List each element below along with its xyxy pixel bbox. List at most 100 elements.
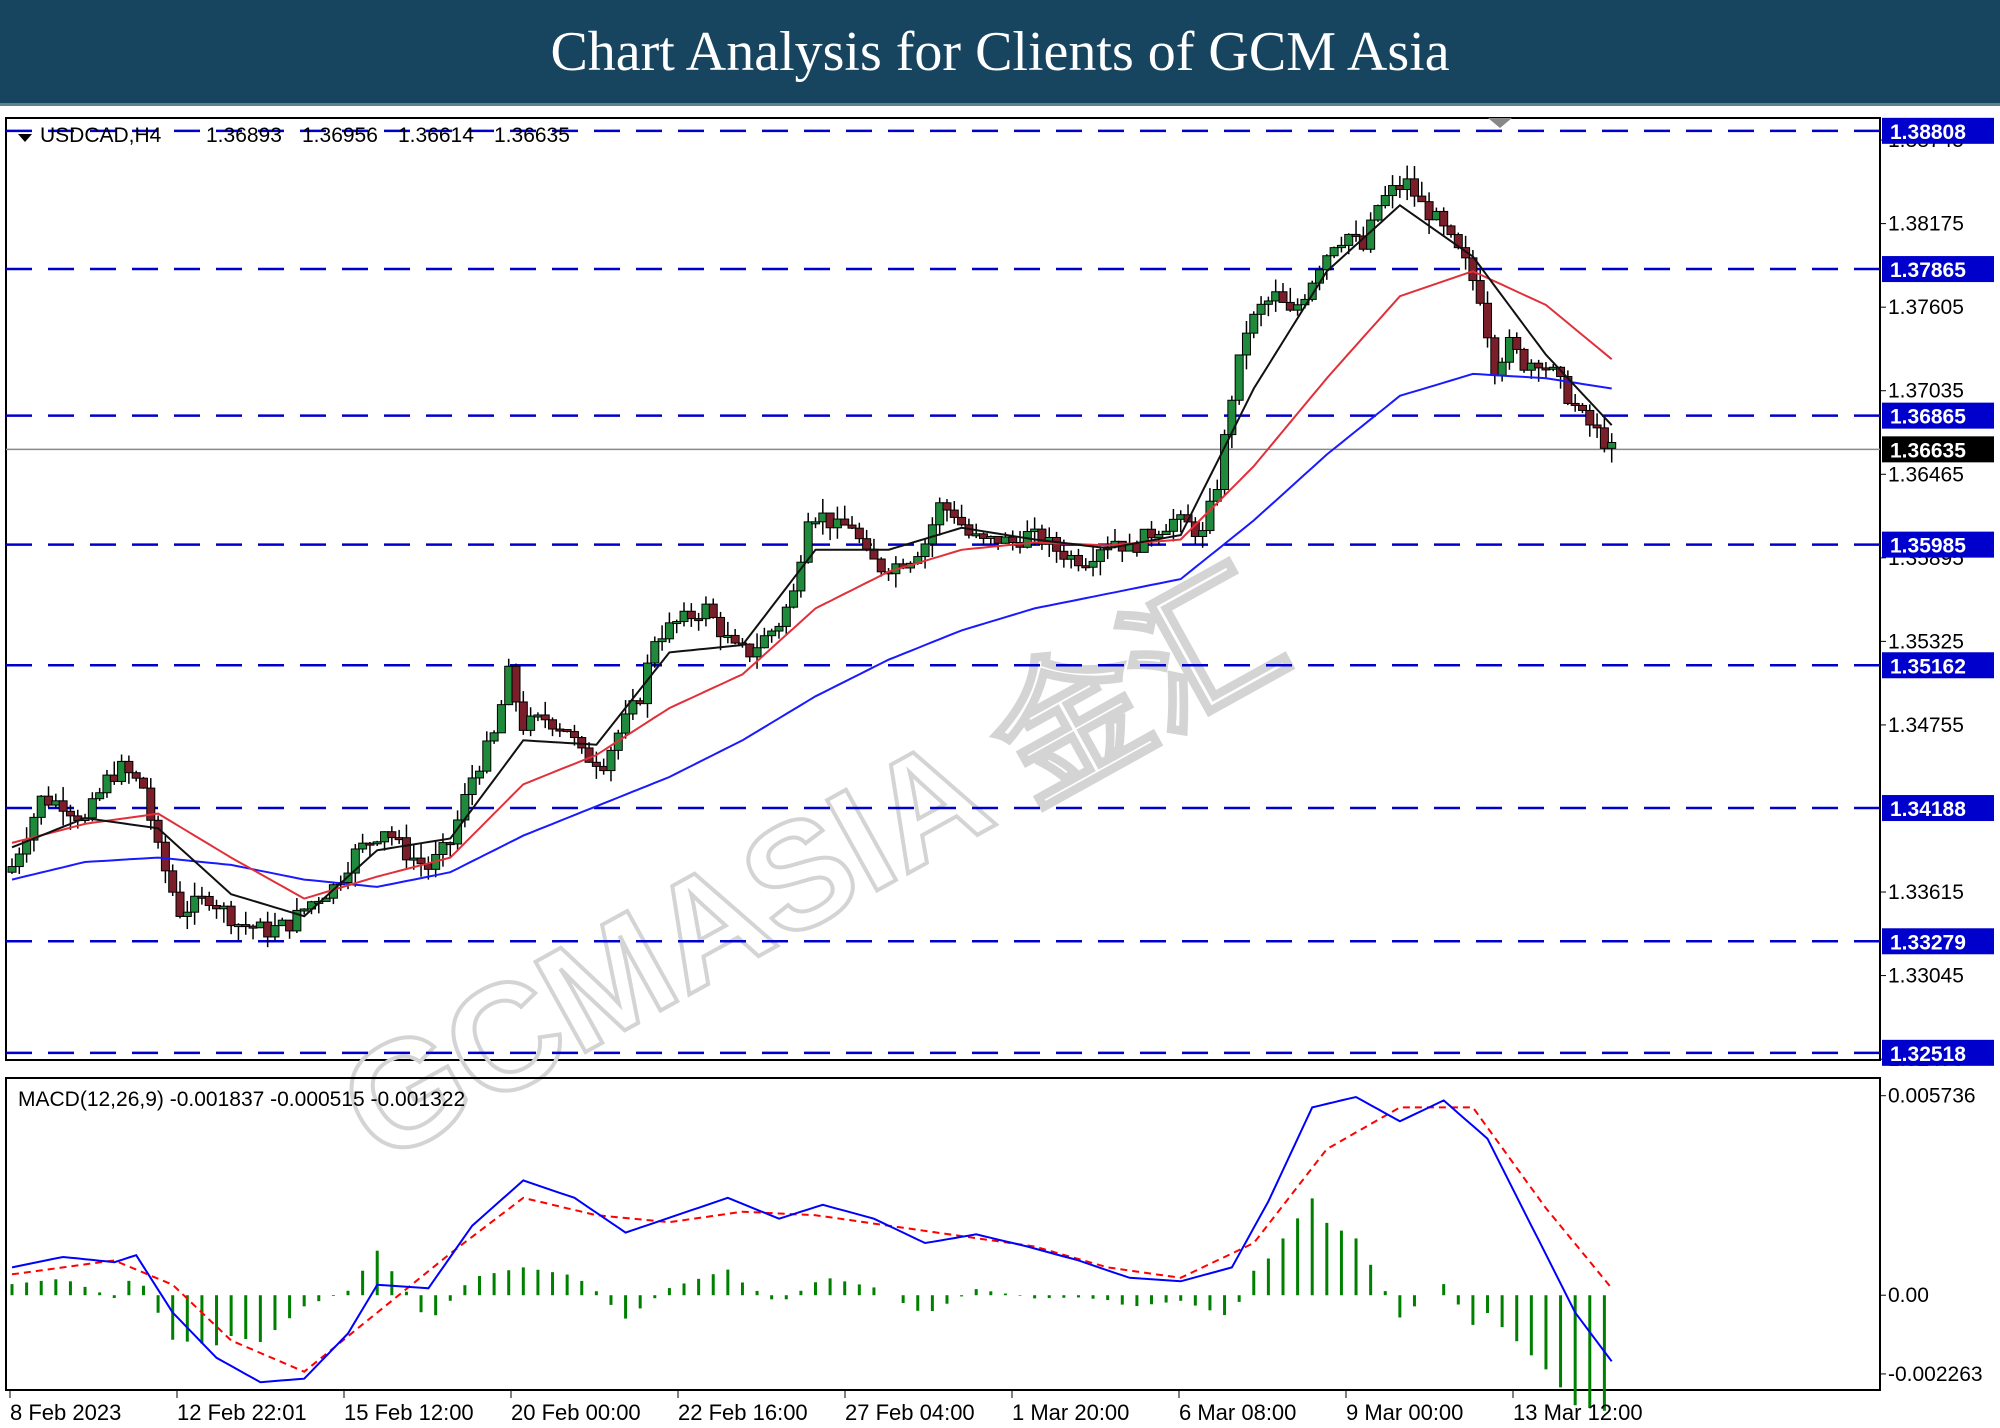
candle-body: [1519, 348, 1529, 371]
shift-marker-icon: [1488, 118, 1512, 128]
candle-body: [752, 647, 762, 658]
price-panel-frame: [5, 117, 1881, 1061]
candle-body: [672, 621, 682, 625]
current-price-label: 1.36635: [1890, 439, 1966, 462]
candle-body: [986, 535, 996, 539]
candle-body: [197, 895, 207, 899]
candle-body: [277, 919, 287, 927]
candle-body: [394, 837, 404, 841]
candle-body: [1256, 303, 1266, 315]
candle-body: [109, 774, 119, 782]
candle-body: [168, 870, 178, 893]
candle-body: [358, 842, 368, 850]
candle-body: [496, 704, 506, 734]
candle-body: [1066, 554, 1076, 560]
candle-body: [1475, 280, 1485, 304]
macd-panel: MACD(12,26,9) -0.001837 -0.000515 -0.001…: [5, 1077, 1983, 1411]
candle-body: [562, 729, 572, 733]
candle-body: [350, 848, 360, 874]
candle-body: [1212, 489, 1222, 502]
candle-body: [1307, 282, 1317, 300]
candle-body: [1446, 225, 1456, 236]
candle-body: [482, 740, 492, 772]
candle-body: [117, 760, 127, 782]
candle-body: [212, 905, 222, 910]
candle-body: [694, 618, 704, 622]
candle-body: [1293, 304, 1303, 311]
candle-body: [1168, 518, 1178, 532]
candle-body: [511, 665, 521, 703]
candle-body: [504, 665, 514, 706]
candle-body: [1388, 185, 1398, 197]
candle-body: [606, 749, 616, 772]
level-label-box: [1882, 531, 1994, 558]
price-tick-label: 1.36465: [1888, 463, 1964, 486]
macd-tick-label: 0.005736: [1888, 1085, 1976, 1108]
candle-body: [1147, 528, 1157, 539]
level-label: 1.38808: [1890, 121, 1966, 144]
level-label: 1.32518: [1890, 1043, 1966, 1066]
candle-body: [1241, 332, 1251, 356]
time-tick-label: 9 Mar 00:00: [1346, 1400, 1463, 1425]
candle-body: [854, 527, 864, 540]
banner-divider: [0, 103, 2000, 106]
candle-body: [1030, 528, 1040, 533]
candle-body: [1249, 313, 1259, 334]
candle-body: [1497, 361, 1507, 376]
candle-body: [233, 924, 243, 928]
candle-body: [628, 700, 638, 715]
candle-body: [1000, 536, 1010, 544]
candle-body: [1526, 362, 1536, 371]
candle-body: [1336, 244, 1346, 249]
current-price-box: [1882, 436, 1994, 463]
candle-body: [1322, 255, 1332, 271]
candle-body: [759, 635, 769, 649]
level-label-box: [1882, 795, 1994, 822]
candle-body: [650, 641, 660, 664]
candle-body: [241, 924, 251, 928]
candle-body: [401, 837, 411, 861]
candle-body: [409, 857, 419, 861]
candle-body: [1541, 367, 1551, 371]
candle-body: [204, 895, 214, 907]
candle-body: [1563, 376, 1573, 404]
candle-body: [44, 795, 54, 806]
time-axis: 8 Feb 2023 12 Feb 22:01 15 Feb 12:00 20 Feb…: [9, 1390, 1643, 1425]
candle-body: [1227, 399, 1237, 436]
candle-body: [29, 816, 39, 841]
candle-body: [380, 831, 390, 843]
time-tick-label: 1 Mar 20:00: [1012, 1400, 1129, 1425]
candle-body: [876, 558, 886, 573]
candle-body: [949, 509, 959, 518]
candle-body: [548, 719, 558, 730]
candle-body: [599, 765, 609, 772]
level-label-box: [1882, 256, 1994, 283]
level-label: 1.35162: [1890, 655, 1966, 678]
candle-body: [569, 731, 579, 739]
candle-body: [1585, 409, 1595, 426]
candle-body: [679, 610, 689, 623]
candle-body: [292, 909, 302, 932]
candle-body: [701, 603, 711, 620]
price-tick-label: 1.38175: [1888, 213, 1964, 236]
candle-body: [255, 921, 265, 929]
candle-body: [920, 543, 930, 558]
candle-body: [957, 516, 967, 526]
candle-body: [1548, 366, 1558, 370]
candle-body: [526, 715, 536, 731]
candle-body: [1132, 542, 1142, 553]
candle-body: [774, 625, 784, 632]
candle-body: [474, 770, 484, 779]
macd-title: MACD(12,26,9) -0.001837 -0.000515 -0.001…: [18, 1088, 465, 1111]
candle-body: [935, 502, 945, 526]
candle-body: [1431, 210, 1441, 221]
candle-body: [365, 842, 375, 846]
candle-body: [1008, 536, 1018, 543]
candle-body: [540, 714, 550, 721]
candle-body: [14, 853, 24, 868]
header-title: Chart Analysis for Clients of GCM Asia: [550, 21, 1450, 83]
candle-body: [621, 713, 631, 734]
candle-body: [7, 866, 17, 873]
candle-body: [584, 747, 594, 763]
price-tick-label: 1.34755: [1888, 714, 1964, 737]
